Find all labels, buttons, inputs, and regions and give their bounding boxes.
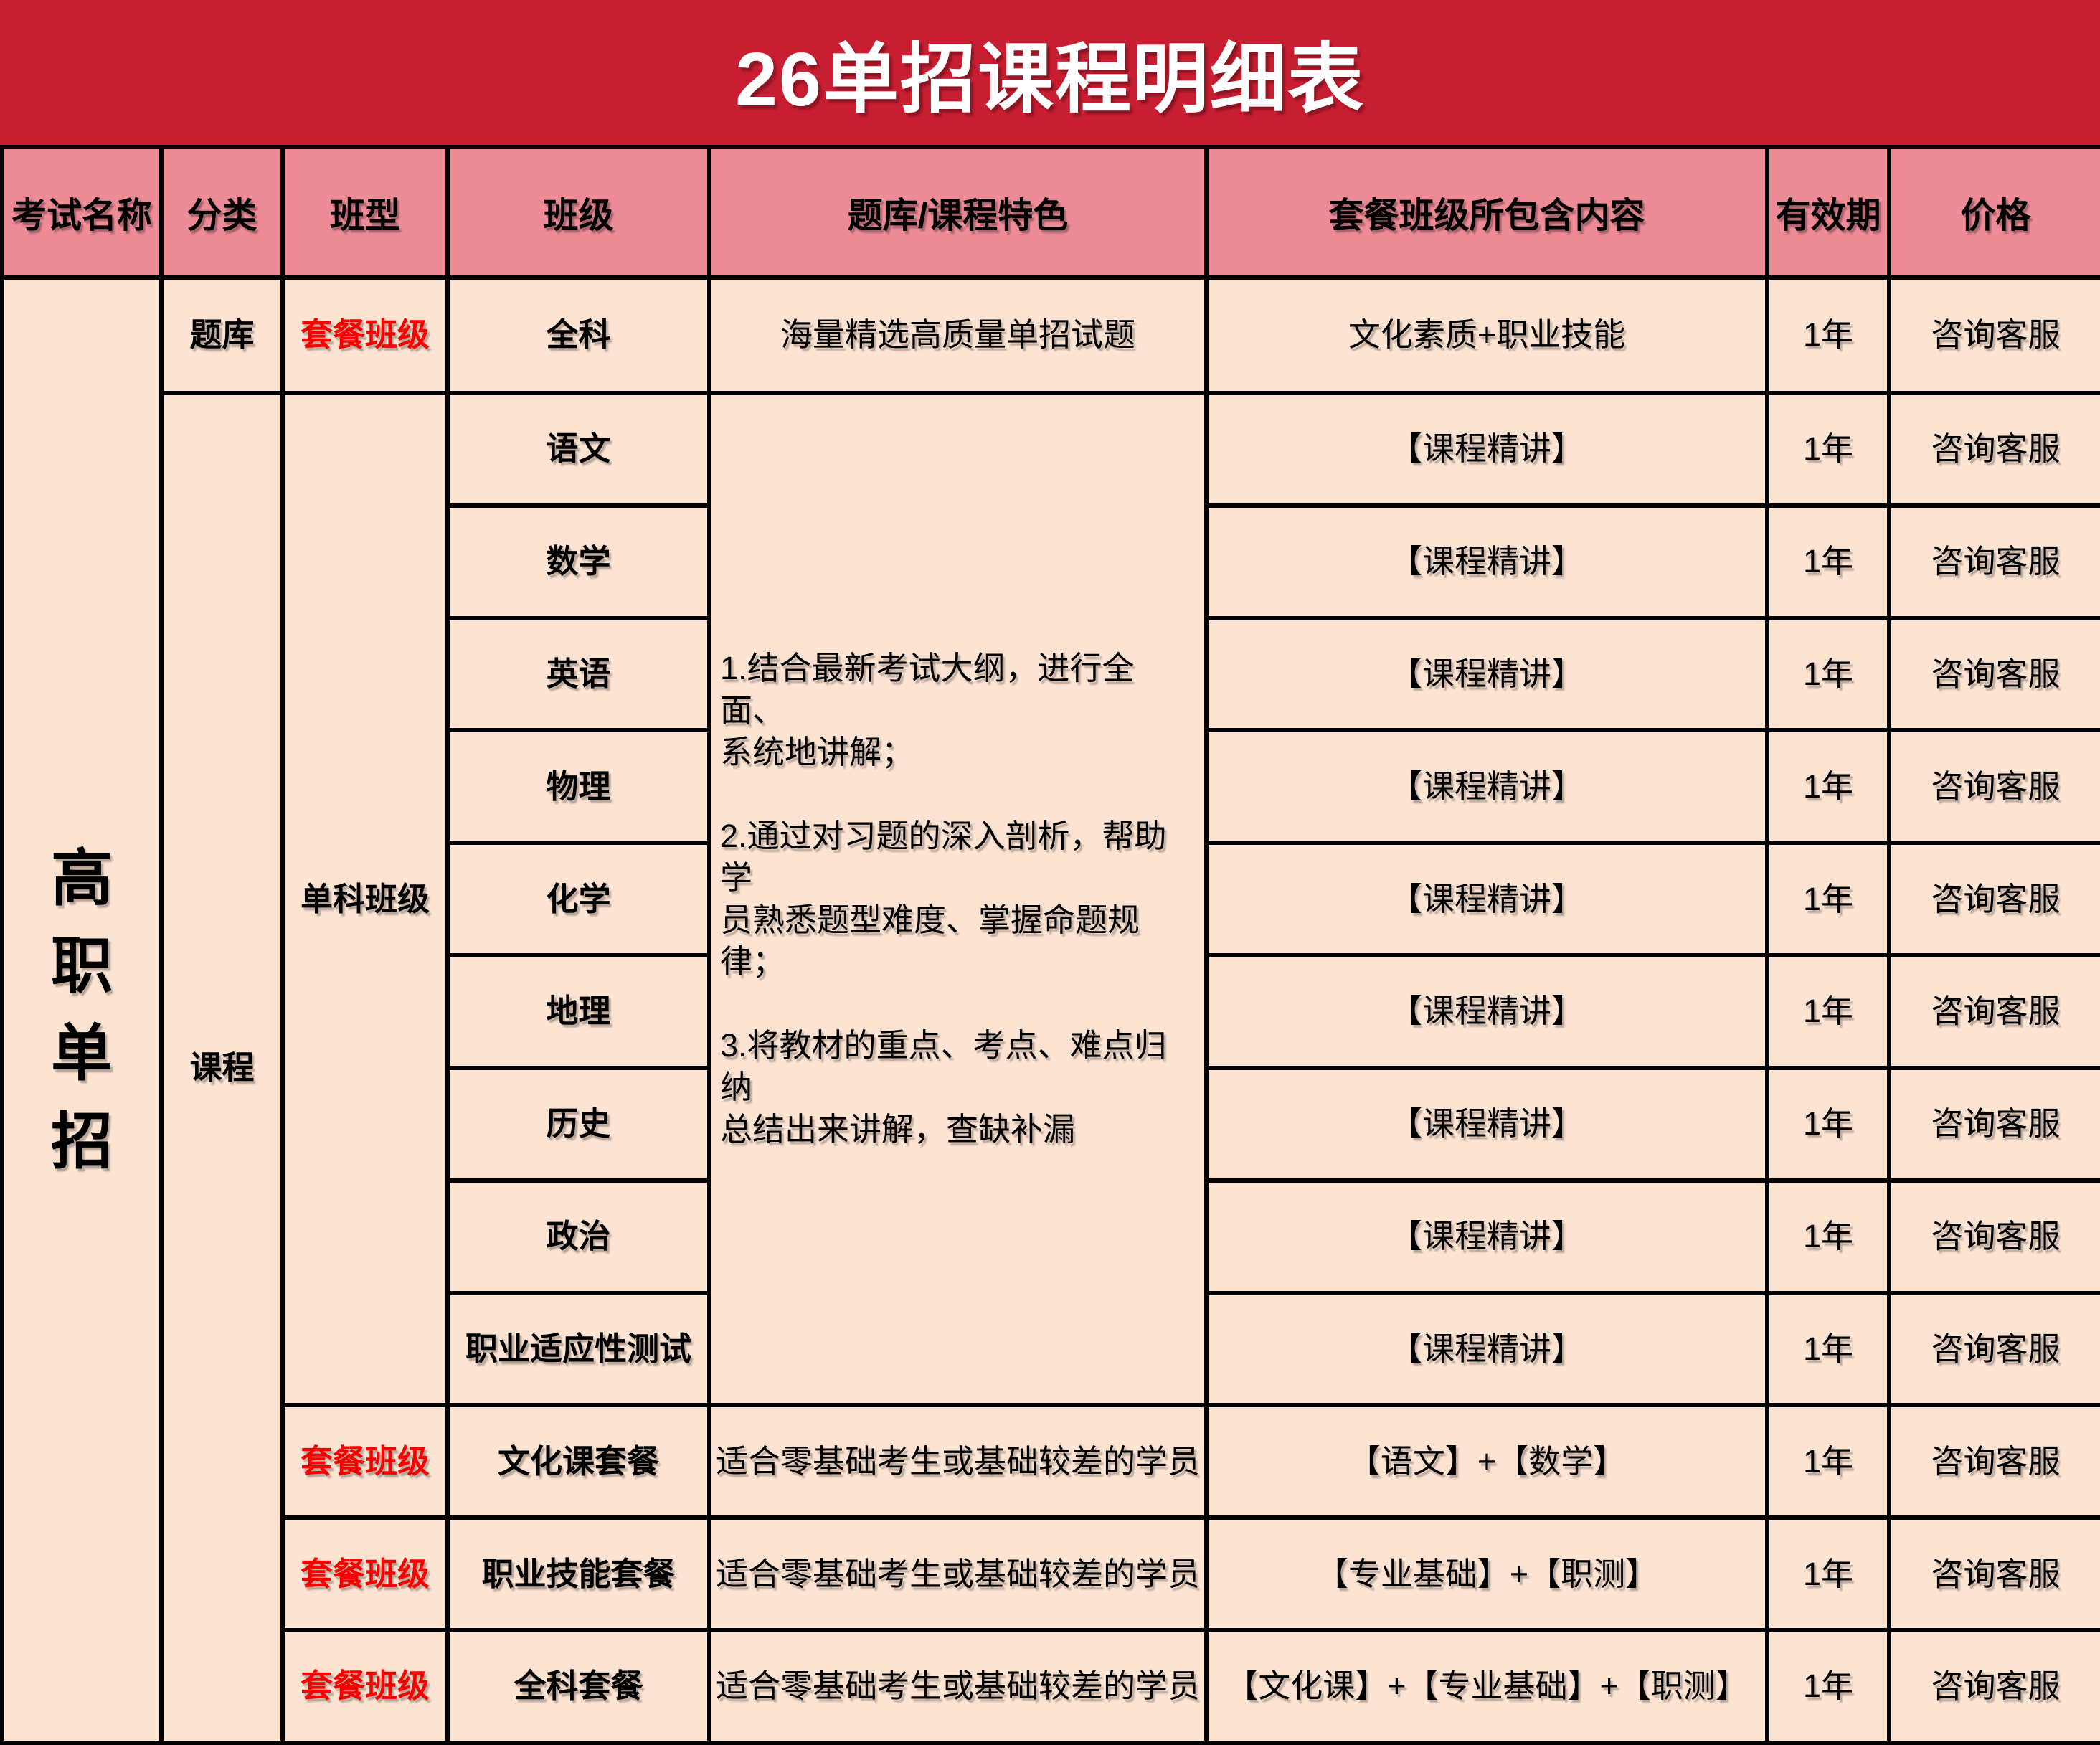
validity-cell: 1年 xyxy=(1769,845,1887,954)
price-cell: 咨询客服 xyxy=(1891,620,2100,729)
validity-cell: 1年 xyxy=(1769,395,1887,503)
validity-cell: 1年 xyxy=(1769,1295,1887,1404)
price-cell: 咨询客服 xyxy=(1891,1632,2100,1741)
contents-cell: 【课程精讲】 xyxy=(1209,845,1765,954)
feature-paragraph: 1.结合最新考试大纲，进行全面、 系统地讲解； xyxy=(720,650,1135,771)
category-course-cell: 课程 xyxy=(164,395,280,1741)
price-cell: 咨询客服 xyxy=(1891,395,2100,503)
contents-cell: 【课程精讲】 xyxy=(1209,395,1765,503)
col-header-class-type: 班型 xyxy=(285,149,445,275)
contents-cell: 【课程精讲】 xyxy=(1209,1069,1765,1178)
price-cell: 咨询客服 xyxy=(1891,732,2100,841)
col-header-package-contents: 套餐班级所包含内容 xyxy=(1209,149,1765,275)
feature-cell: 适合零基础考生或基础较差的学员 xyxy=(711,1632,1204,1741)
contents-cell: 【课程精讲】 xyxy=(1209,732,1765,841)
price-cell: 咨询客服 xyxy=(1891,1182,2100,1291)
class-name-cell: 全科套餐 xyxy=(450,1632,707,1741)
class-name-cell: 数学 xyxy=(450,507,707,616)
price-cell: 咨询客服 xyxy=(1891,1295,2100,1404)
exam-name-cell: 高职单招 xyxy=(4,280,159,1741)
contents-cell: 【课程精讲】 xyxy=(1209,1182,1765,1291)
contents-cell: 【专业基础】+【职测】 xyxy=(1209,1520,1765,1629)
contents-cell: 【课程精讲】 xyxy=(1209,507,1765,616)
contents-cell: 【文化课】+【专业基础】+【职测】 xyxy=(1209,1632,1765,1741)
feature-cell: 适合零基础考生或基础较差的学员 xyxy=(711,1407,1204,1516)
class-name-cell: 英语 xyxy=(450,620,707,729)
validity-cell: 1年 xyxy=(1769,1069,1887,1178)
feature-cell: 适合零基础考生或基础较差的学员 xyxy=(711,1520,1204,1629)
class-name-cell: 职业技能套餐 xyxy=(450,1520,707,1629)
class-name-cell: 地理 xyxy=(450,957,707,1066)
class-name-cell: 语文 xyxy=(450,395,707,503)
price-cell: 咨询客服 xyxy=(1891,280,2100,391)
validity-cell: 1年 xyxy=(1769,507,1887,616)
feature-paragraph: 3.将教材的重点、考点、难点归纳 总结出来讲解，查缺补漏 xyxy=(720,1026,1167,1148)
feature-cell: 海量精选高质量单招试题 xyxy=(711,280,1204,391)
class-type-single-cell: 单科班级 xyxy=(285,395,445,1404)
validity-cell: 1年 xyxy=(1769,1407,1887,1516)
exam-name-vertical-text: 高职单招 xyxy=(51,844,113,1176)
feature-paragraph: 2.通过对习题的深入剖析，帮助学 员熟悉题型难度、掌握命题规律； xyxy=(720,817,1167,980)
class-type-package-cell: 套餐班级 xyxy=(285,1632,445,1741)
col-header-category: 分类 xyxy=(164,149,280,275)
class-type-package-cell: 套餐班级 xyxy=(285,1520,445,1629)
contents-cell: 【语文】+【数学】 xyxy=(1209,1407,1765,1516)
col-header-price: 价格 xyxy=(1891,149,2100,275)
col-header-validity: 有效期 xyxy=(1769,149,1887,275)
price-cell: 咨询客服 xyxy=(1891,1520,2100,1629)
contents-cell: 【课程精讲】 xyxy=(1209,620,1765,729)
category-tiku-cell: 题库 xyxy=(164,280,280,391)
class-name-cell: 职业适应性测试 xyxy=(450,1295,707,1404)
contents-cell: 文化素质+职业技能 xyxy=(1209,280,1765,391)
course-table: 考试名称 分类 班型 班级 题库/课程特色 套餐班级所包含内容 有效期 价格 高… xyxy=(0,145,2100,1745)
price-cell: 咨询客服 xyxy=(1891,957,2100,1066)
contents-cell: 【课程精讲】 xyxy=(1209,1295,1765,1404)
col-header-class-name: 班级 xyxy=(450,149,707,275)
class-type-package-cell: 套餐班级 xyxy=(285,280,445,391)
price-cell: 咨询客服 xyxy=(1891,1407,2100,1516)
class-name-cell: 文化课套餐 xyxy=(450,1407,707,1516)
col-header-exam-name: 考试名称 xyxy=(4,149,159,275)
class-name-cell: 政治 xyxy=(450,1182,707,1291)
class-name-cell: 历史 xyxy=(450,1069,707,1178)
validity-cell: 1年 xyxy=(1769,1182,1887,1291)
price-cell: 咨询客服 xyxy=(1891,507,2100,616)
validity-cell: 1年 xyxy=(1769,957,1887,1066)
validity-cell: 1年 xyxy=(1769,620,1887,729)
class-name-cell: 物理 xyxy=(450,732,707,841)
validity-cell: 1年 xyxy=(1769,1632,1887,1741)
validity-cell: 1年 xyxy=(1769,1520,1887,1629)
course-features-cell: 1.结合最新考试大纲，进行全面、 系统地讲解； 2.通过对习题的深入剖析，帮助学… xyxy=(711,395,1204,1404)
class-name-cell: 化学 xyxy=(450,845,707,954)
class-name-cell: 全科 xyxy=(450,280,707,391)
price-cell: 咨询客服 xyxy=(1891,845,2100,954)
contents-cell: 【课程精讲】 xyxy=(1209,957,1765,1066)
validity-cell: 1年 xyxy=(1769,280,1887,391)
col-header-features: 题库/课程特色 xyxy=(711,149,1204,275)
price-cell: 咨询客服 xyxy=(1891,1069,2100,1178)
page-title: 26单招课程明细表 xyxy=(735,37,1365,122)
class-type-package-cell: 套餐班级 xyxy=(285,1407,445,1516)
title-banner: 26单招课程明细表 xyxy=(0,0,2100,145)
validity-cell: 1年 xyxy=(1769,732,1887,841)
